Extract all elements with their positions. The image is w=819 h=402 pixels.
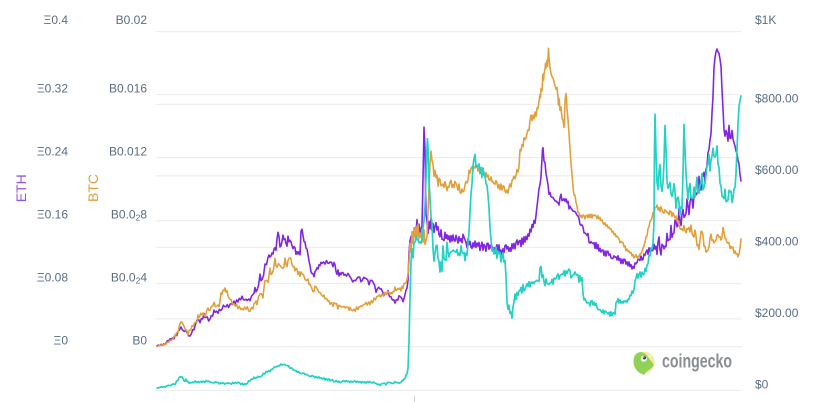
svg-text:coingecko: coingecko [662, 351, 732, 372]
svg-text:Ξ0.24: Ξ0.24 [37, 144, 68, 158]
svg-text:B0.012: B0.012 [109, 144, 147, 158]
svg-text:Ξ0: Ξ0 [54, 333, 69, 347]
svg-text:$800.00: $800.00 [755, 92, 799, 106]
svg-text:B0: B0 [132, 333, 147, 347]
svg-text:$1K: $1K [755, 13, 776, 27]
svg-text:B0.024: B0.024 [111, 270, 147, 285]
svg-text:Ξ0.08: Ξ0.08 [37, 270, 68, 284]
svg-text:BTC: BTC [85, 174, 101, 202]
svg-text:B0.028: B0.028 [111, 207, 147, 222]
svg-text:B0.016: B0.016 [109, 81, 147, 95]
svg-text:Ξ0.4: Ξ0.4 [44, 13, 69, 27]
svg-text:Ξ0.32: Ξ0.32 [37, 81, 68, 95]
svg-text:$0: $0 [755, 378, 769, 392]
svg-text:Ξ0.16: Ξ0.16 [37, 207, 68, 221]
svg-text:B0.02: B0.02 [116, 13, 148, 27]
svg-text:ETH: ETH [13, 174, 29, 202]
svg-text:$200.00: $200.00 [755, 306, 799, 320]
svg-text:$600.00: $600.00 [755, 163, 799, 177]
svg-text:$400.00: $400.00 [755, 235, 799, 249]
